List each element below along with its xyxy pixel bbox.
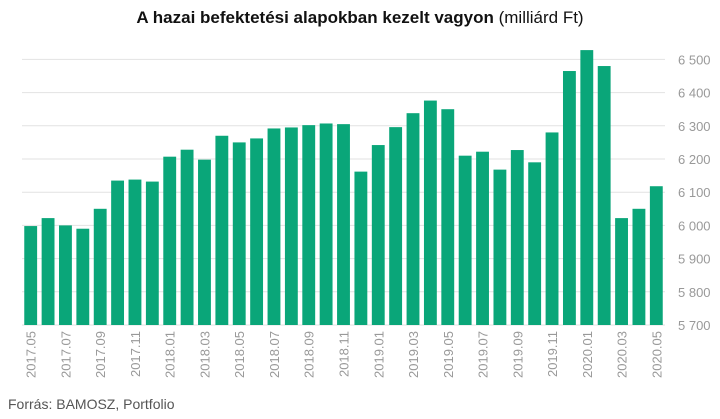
x-tick-label: 2018.05 [232,331,247,378]
bar-2019.03 [406,113,420,326]
bar-2017.05 [24,226,38,325]
bar-2019.12 [562,71,576,326]
bar-2018.06 [250,138,264,325]
y-tick-label: 6 400 [678,86,711,101]
bar-2019.01 [371,145,385,325]
x-tick-label: 2018.09 [302,331,317,378]
chart-title: A hazai befektetési alapokban kezelt vag… [0,8,720,28]
x-tick-label: 2019.07 [476,331,491,378]
bar-2017.07 [59,225,72,325]
bar-2018.05 [232,142,246,325]
chart-title-unit: (milliárd Ft) [498,8,584,27]
x-tick-label: 2019.09 [510,331,525,378]
bar-2017.08 [76,228,90,325]
y-tick-label: 6 300 [678,119,711,134]
bar-2018.12 [354,171,368,325]
y-tick-label: 6 100 [678,185,711,200]
bar-2018.03 [198,159,211,325]
bar-2019.05 [441,109,455,325]
source-note: Forrás: BAMOSZ, Portfolio [8,396,175,412]
bar-2017.10 [111,180,125,325]
bar-2018.09 [302,125,316,325]
y-tick-label: 6 500 [678,52,711,67]
bar-2017.06 [41,218,55,325]
bar-2018.01 [163,156,177,325]
bar-2019.07 [476,151,489,325]
x-tick-label: 2018.07 [267,331,282,378]
bar-2019.04 [423,100,437,325]
bar-2019.02 [389,127,403,325]
x-tick-label: 2017.09 [93,331,108,378]
bar-2018.02 [180,149,194,325]
y-tick-label: 5 800 [678,285,711,300]
x-tick-label: 2018.01 [163,331,178,378]
bar-2020.04 [632,208,646,325]
bar-2018.07 [267,128,281,325]
y-axis-ticks: 5 700 5 800 5 900 6 000 6 100 6 200 6 300 6 400… [678,52,711,333]
x-tick-label: 2017.05 [24,331,39,378]
bar-2019.10 [528,162,542,325]
bar-2019.08 [493,169,507,325]
bar-2018.04 [215,135,229,325]
bar-2020.01 [580,50,594,325]
y-tick-label: 6 000 [678,218,711,233]
bar-2020.02 [597,66,611,325]
x-tick-label: 2020.05 [649,331,664,378]
bar-2017.12 [145,181,159,325]
bar-2019.11 [545,132,559,325]
bar-2018.08 [284,127,298,326]
bar-2017.11 [128,179,142,325]
y-tick-label: 5 900 [678,252,711,267]
bar-2018.10 [319,123,333,325]
x-axis-ticks: 2017.05 2017.07 2017.09 2017.11 2018.01 2018.… [24,331,665,378]
x-tick-label: 2019.03 [406,331,421,378]
x-tick-label: 2019.01 [371,331,386,378]
x-tick-label: 2020.01 [580,331,595,378]
bar-2020.05 [649,186,663,325]
y-tick-label: 5 700 [678,318,711,333]
bar-2018.11 [337,124,350,325]
bar-2019.09 [510,150,524,325]
x-tick-label: 2020.03 [615,331,630,378]
y-tick-label: 6 200 [678,152,711,167]
bar-2017.09 [93,208,107,325]
bar-2020.03 [615,218,628,325]
chart-title-main: A hazai befektetési alapokban kezelt vag… [136,8,494,27]
x-tick-label: 2019.05 [441,331,456,378]
x-tick-label: 2018.11 [337,331,352,377]
bars [24,50,663,326]
x-tick-label: 2017.11 [128,331,143,377]
x-tick-label: 2019.11 [545,331,560,377]
x-tick-label: 2018.03 [198,331,213,378]
x-tick-label: 2017.07 [58,331,73,378]
bar-2019.06 [458,155,472,325]
